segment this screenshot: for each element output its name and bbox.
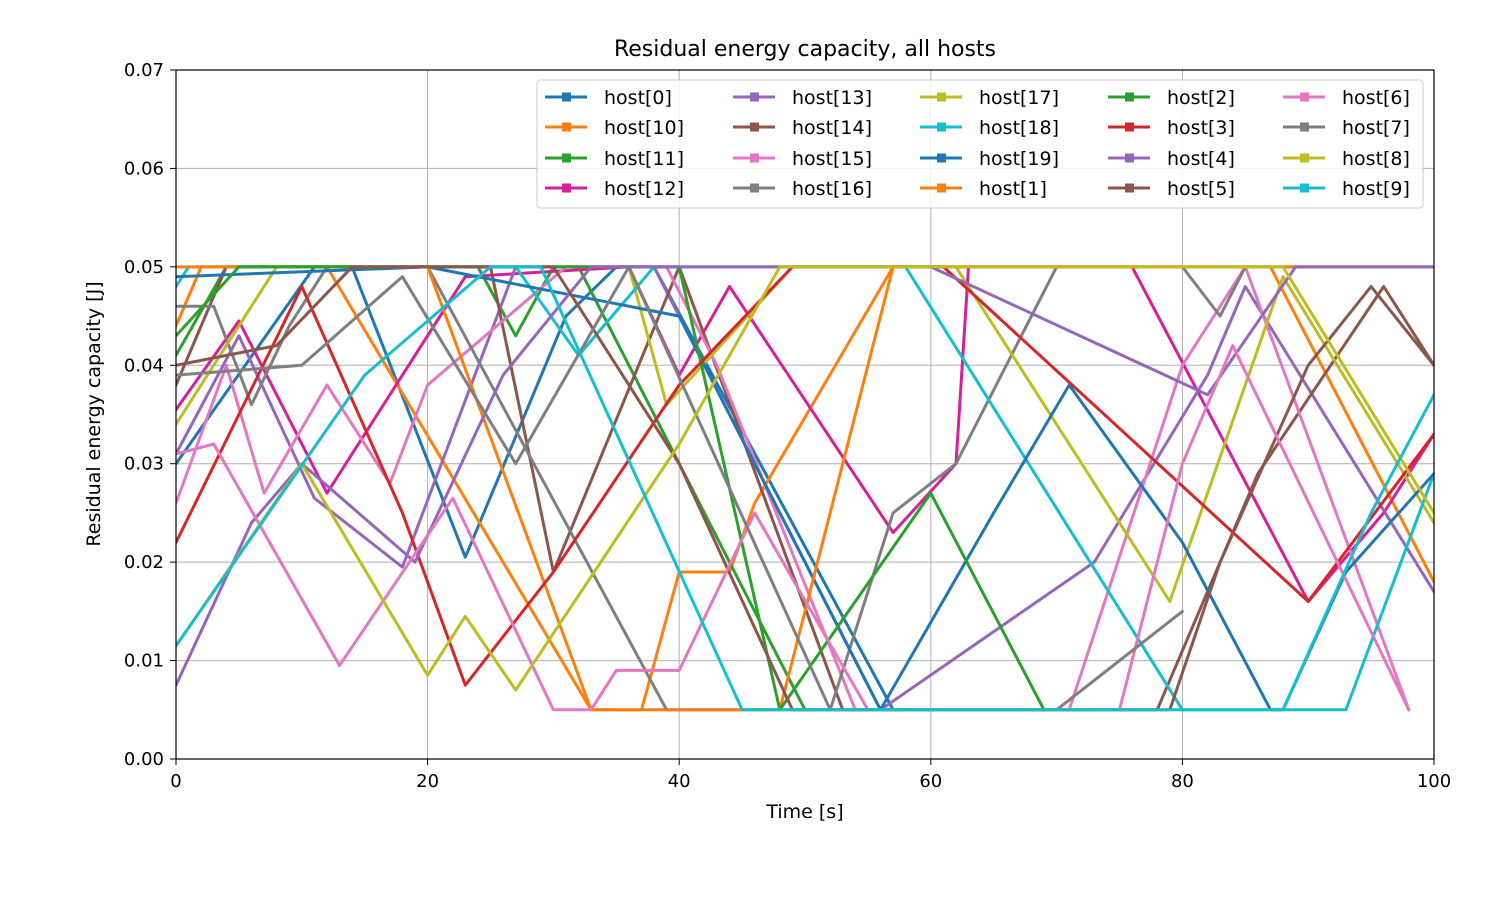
legend-swatch-marker	[562, 92, 571, 102]
series-line-host[4]	[176, 265, 1434, 687]
legend-swatch-marker	[1300, 92, 1309, 102]
legend-swatch-marker	[1300, 153, 1309, 163]
x-tick-label: 0	[170, 771, 181, 792]
legend-label: host[9]	[1342, 178, 1410, 200]
legend-label: host[19]	[979, 148, 1059, 170]
legend-label: host[5]	[1167, 178, 1235, 200]
legend-label: host[4]	[1167, 148, 1235, 170]
legend-label: host[0]	[604, 87, 672, 109]
legend-swatch-marker	[1125, 183, 1134, 193]
plot-frame	[175, 69, 1435, 760]
x-tick-label: 40	[668, 771, 691, 792]
series-line-host[6]	[176, 344, 1411, 712]
legend-label: host[13]	[792, 87, 872, 109]
x-tick-label: 100	[1417, 771, 1451, 792]
legend-swatch-marker	[562, 183, 571, 193]
y-tick-label: 0.05	[124, 257, 164, 278]
legend-swatch-marker	[750, 92, 759, 102]
x-tick-label: 80	[1171, 771, 1194, 792]
legend-swatch-marker	[937, 153, 946, 163]
y-tick-label: 0.07	[124, 60, 164, 81]
y-tick-label: 0.06	[124, 158, 164, 179]
x-ticks: 0 20 40 60 80 100	[170, 759, 1451, 792]
legend-label: host[10]	[604, 117, 684, 139]
x-tick-label: 20	[416, 771, 439, 792]
chart-title: Residual energy capacity, all hosts	[614, 37, 996, 62]
legend-box	[536, 79, 1424, 209]
legend-swatch-marker	[1300, 183, 1309, 193]
legend-swatch-marker	[750, 122, 759, 132]
legend-label: host[15]	[792, 148, 872, 170]
series-layer	[176, 265, 1434, 712]
legend-label: host[1]	[979, 178, 1047, 200]
legend-swatch-marker	[1125, 92, 1134, 102]
legend-label: host[11]	[604, 148, 684, 170]
legend-label: host[3]	[1167, 117, 1235, 139]
legend-label: host[17]	[979, 87, 1059, 109]
legend-swatch-marker	[1125, 153, 1134, 163]
x-tick-label: 60	[919, 771, 942, 792]
y-ticks: 0.00 0.01 0.02 0.03 0.04 0.05 0.06 0.07	[124, 60, 176, 770]
legend-label: host[7]	[1342, 117, 1410, 139]
legend-swatch-marker	[750, 153, 759, 163]
legend-label: host[16]	[792, 178, 872, 200]
legend-label: host[8]	[1342, 148, 1410, 170]
y-tick-label: 0.00	[124, 749, 164, 770]
series-line-host[9]	[176, 265, 1434, 712]
legend-label: host[18]	[979, 117, 1059, 139]
legend-label: host[14]	[792, 117, 872, 139]
legend-swatch-marker	[562, 153, 571, 163]
legend: host[0] host[10] host[11] host[12] host[13] h…	[536, 79, 1424, 209]
legend-swatch-marker	[1125, 122, 1134, 132]
x-axis-label: Time [s]	[765, 801, 843, 823]
series-line-host[8]	[176, 265, 1434, 692]
series-line-host[3]	[176, 265, 1434, 687]
legend-label: host[2]	[1167, 87, 1235, 109]
legend-swatch-marker	[937, 92, 946, 102]
legend-swatch-marker	[1300, 122, 1309, 132]
legend-swatch-marker	[937, 183, 946, 193]
y-tick-label: 0.04	[124, 355, 164, 376]
y-tick-label: 0.03	[124, 454, 164, 475]
legend-swatch-marker	[750, 183, 759, 193]
legend-swatch-marker	[562, 122, 571, 132]
y-tick-label: 0.01	[124, 651, 164, 672]
y-axis-label: Residual energy capacity [J]	[83, 281, 105, 546]
legend-label: host[12]	[604, 178, 684, 200]
y-tick-label: 0.02	[124, 552, 164, 573]
legend-label: host[6]	[1342, 87, 1410, 109]
legend-swatch-marker	[937, 122, 946, 132]
